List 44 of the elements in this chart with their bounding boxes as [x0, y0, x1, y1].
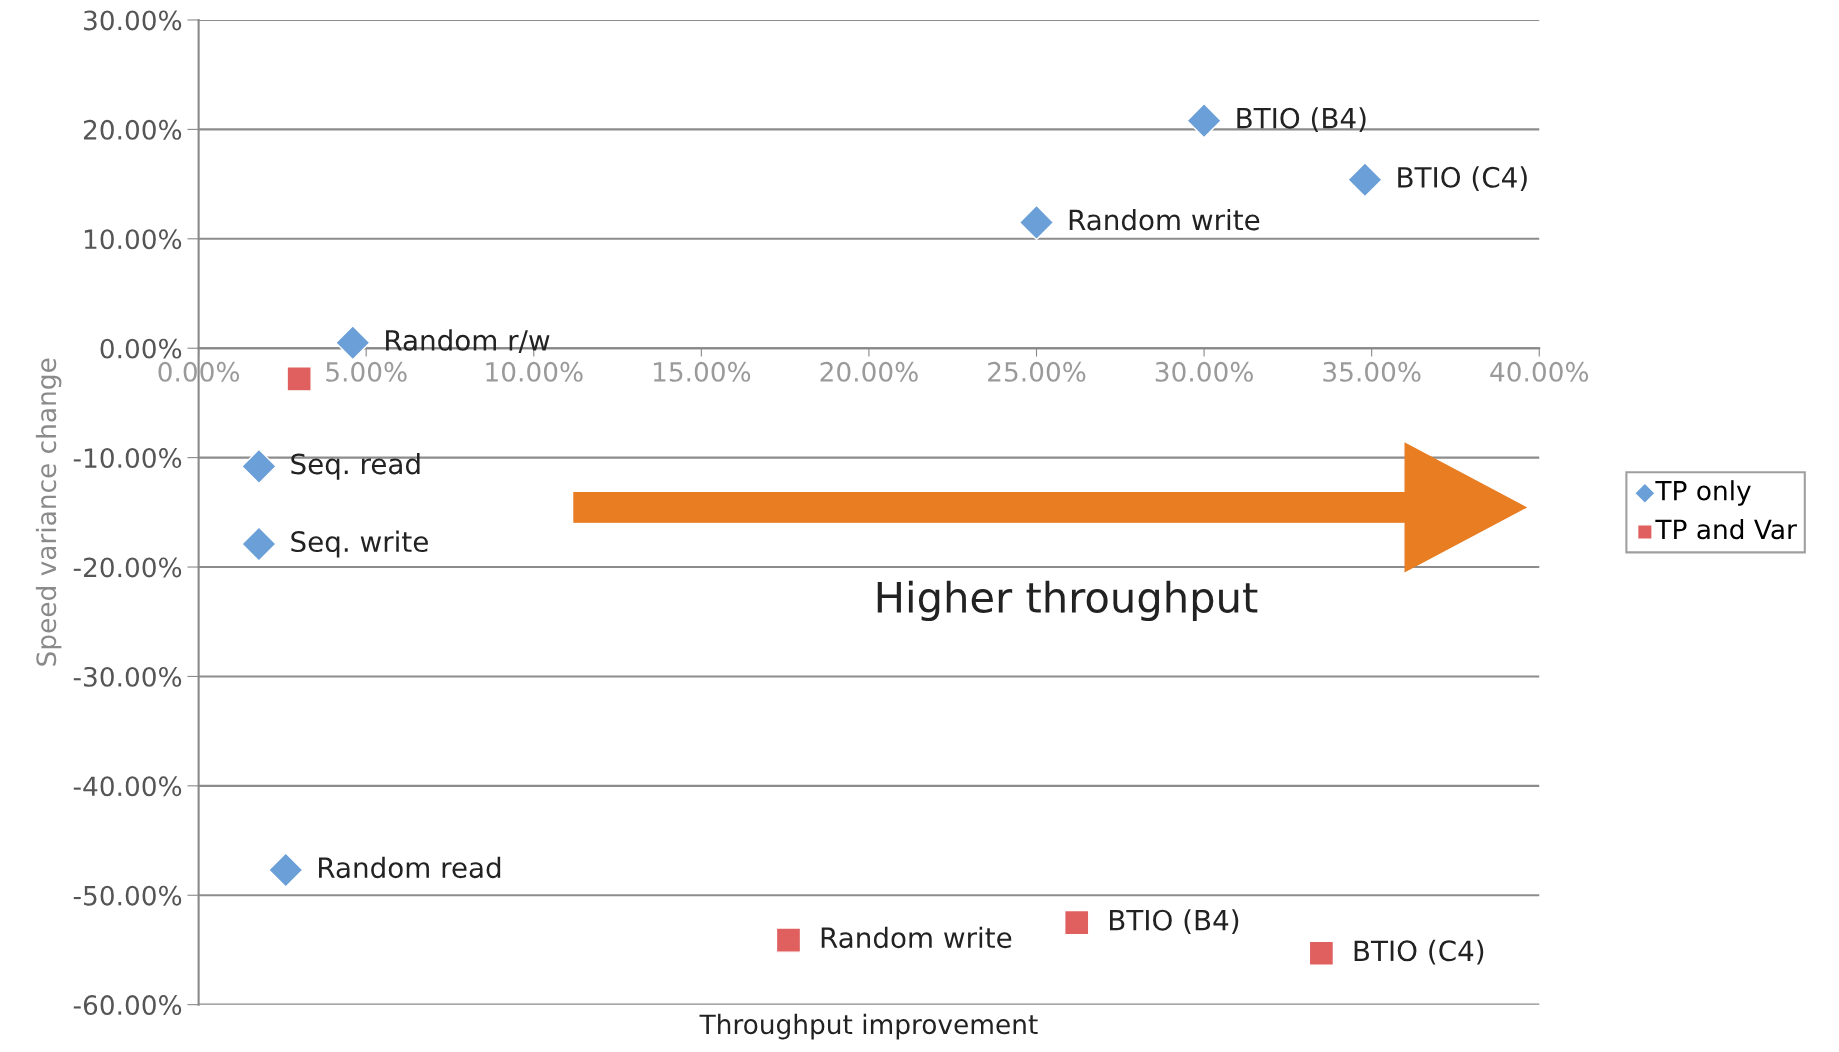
y-tick-label: -10.00% [73, 448, 182, 469]
x-tick-label: 5.00% [326, 361, 407, 382]
x-tick-label: 15.00% [653, 361, 751, 382]
point [775, 927, 802, 953]
annotation: Seq. read [291, 452, 420, 480]
legend-label: TP and Var [1655, 518, 1797, 540]
point [1308, 940, 1335, 966]
x-tick-label: 35.00% [1323, 361, 1421, 382]
annotation: Random write [1069, 208, 1260, 231]
annotation: Seq. write [291, 530, 428, 558]
annotation: BTIO (C4) [1354, 939, 1484, 965]
point [241, 526, 277, 562]
point [1018, 204, 1055, 241]
point [268, 852, 304, 888]
annotation: Higher throughput [877, 580, 1258, 622]
annotation: Random r/w [386, 329, 550, 353]
annotation: Random write [821, 926, 1012, 949]
point [335, 325, 371, 361]
y-tick-label: -50.00% [73, 885, 182, 906]
y-tick-label: -40.00% [73, 776, 182, 797]
point [1064, 909, 1090, 936]
annotation: BTIO (B4) [1110, 909, 1239, 934]
x-axis-title: Throughput improvement [699, 1013, 1038, 1040]
point [1347, 162, 1383, 198]
x-tick-label: 40.00% [1490, 361, 1589, 382]
y-tick-label: 0.00% [100, 338, 182, 359]
y-tick-label: -20.00% [73, 557, 182, 578]
annotation: BTIO (B4) [1237, 107, 1366, 132]
x-tick-label: 25.00% [988, 361, 1086, 382]
y-tick-label: -30.00% [73, 666, 182, 687]
x-tick-label: 10.00% [486, 361, 583, 382]
x-tick-label: 30.00% [1155, 361, 1253, 382]
point [241, 448, 277, 485]
y-axis-title: Speed variance change [35, 358, 62, 666]
legend-label: TP only [1655, 480, 1751, 506]
y-tick-label: 10.00% [84, 229, 182, 250]
y-tick-label: -60.00% [73, 995, 182, 1016]
y-tick-label: 30.00% [84, 10, 182, 31]
y-tick-label: 20.00% [83, 119, 182, 140]
point [1186, 102, 1222, 139]
point [286, 366, 312, 392]
annotation: Random read [319, 856, 501, 879]
x-tick-label: 20.00% [820, 361, 918, 382]
annotation: BTIO (C4) [1398, 166, 1527, 192]
